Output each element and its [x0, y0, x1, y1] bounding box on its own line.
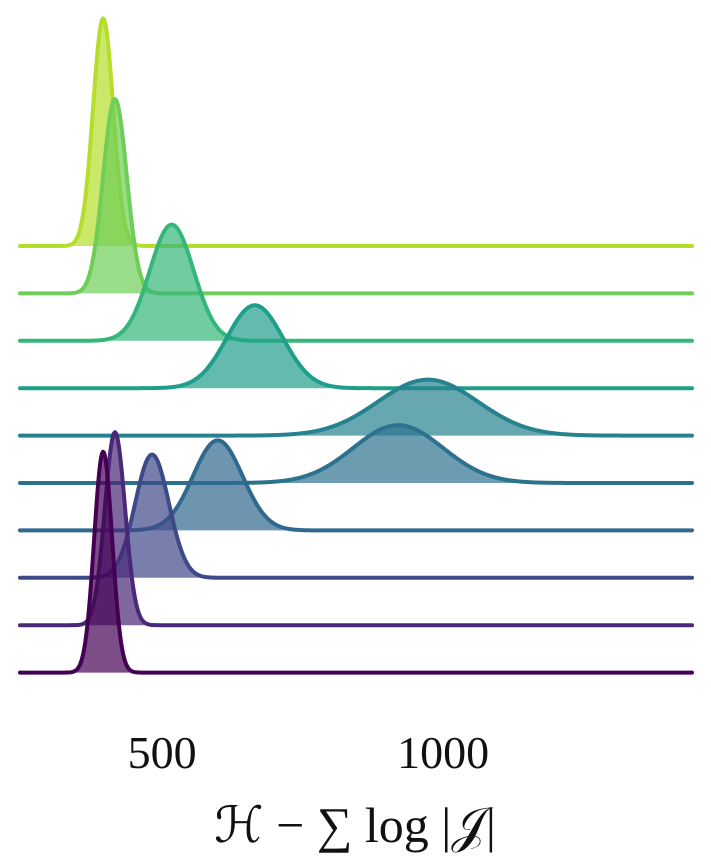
ridge-area: [20, 18, 692, 247]
x-tick-label: 1000: [397, 727, 489, 778]
ridge-line: [18, 303, 694, 391]
ridge-line: [18, 452, 694, 580]
ridge-line: [18, 97, 694, 296]
ridge-area: [20, 425, 692, 483]
ridge-line: [18, 449, 694, 675]
ridge-line: [18, 430, 694, 628]
x-tick-label: 500: [128, 727, 197, 778]
ridge-area: [20, 440, 692, 531]
ridge-line: [18, 423, 694, 485]
ridge-area: [20, 451, 692, 673]
x-axis-label: ℋ − ∑ log |𝒥|: [214, 797, 496, 853]
ridge-area: [20, 305, 692, 389]
ridge-line: [18, 377, 694, 438]
ridge-area: [20, 454, 692, 578]
ridge-line: [18, 222, 694, 343]
ridge-area: [20, 379, 692, 436]
